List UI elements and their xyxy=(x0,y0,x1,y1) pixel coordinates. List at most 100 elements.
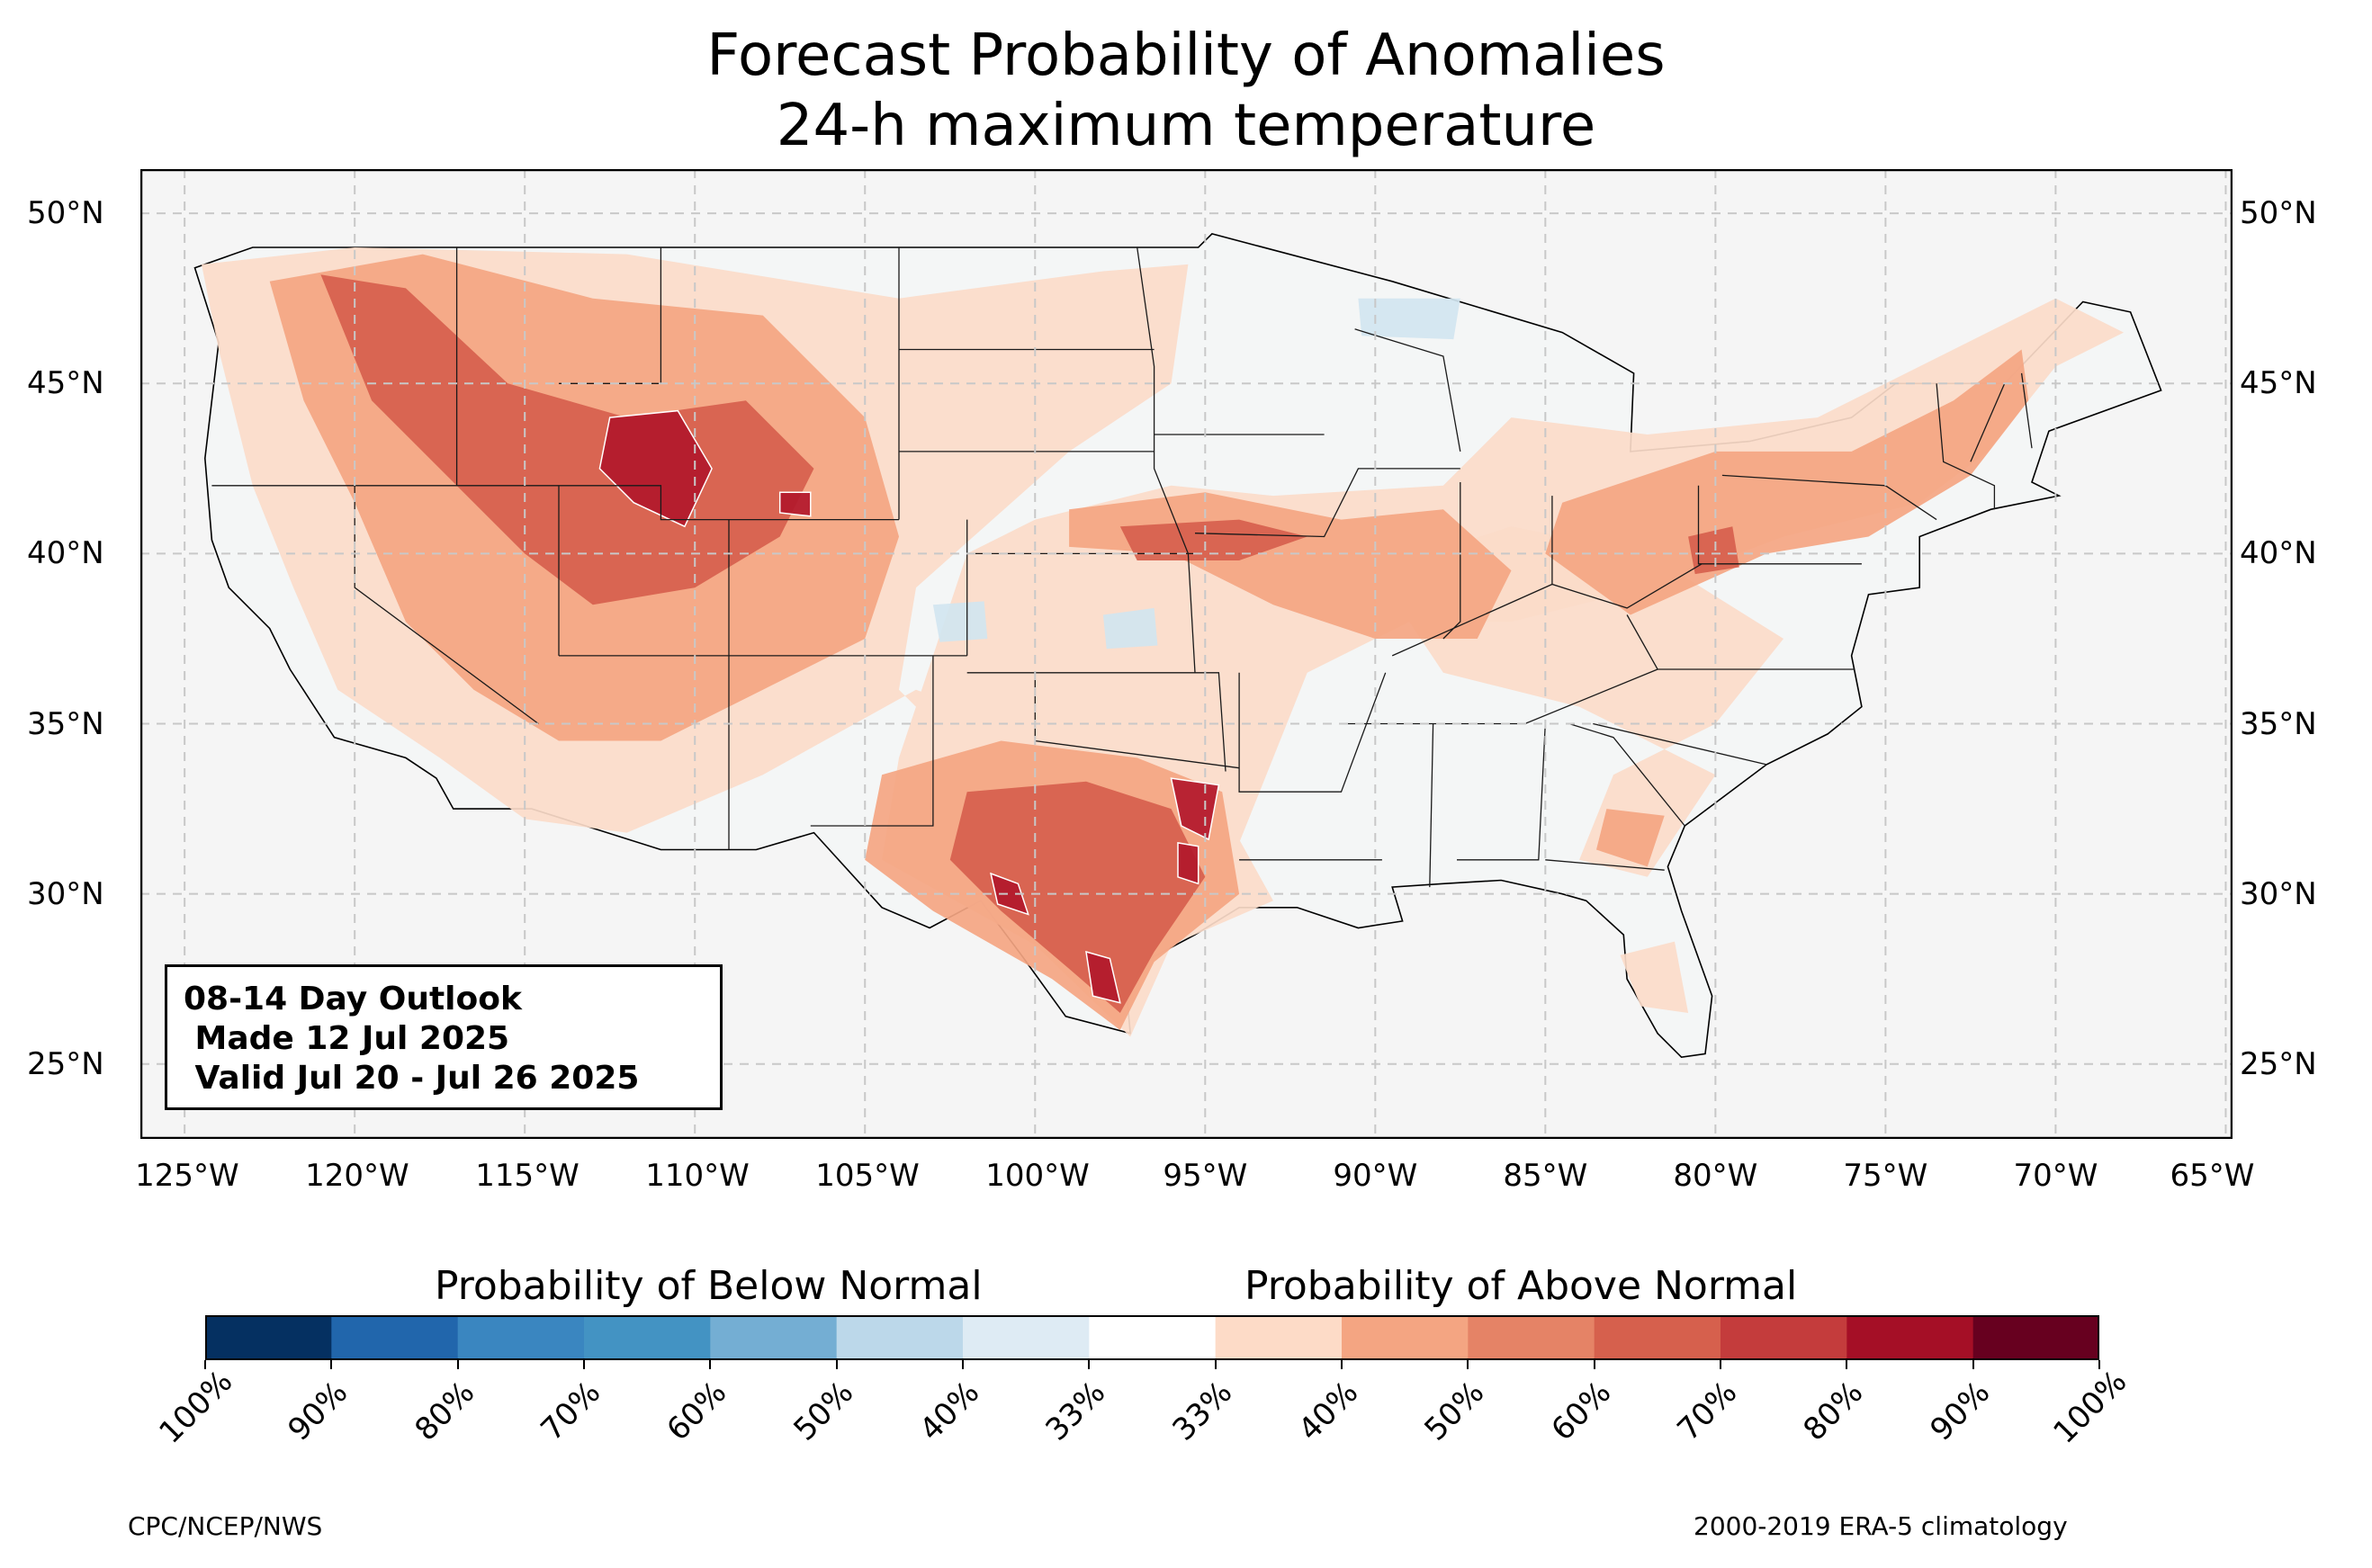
colorbar-segment xyxy=(584,1315,711,1360)
state-border-29 xyxy=(1697,485,1862,565)
colorbar-segment xyxy=(963,1315,1090,1360)
colorbar-tick xyxy=(1593,1360,1595,1369)
colorbar-segment xyxy=(1468,1315,1595,1360)
outlook-info-box: 08-14 Day Outlook Made 12 Jul 2025 Valid… xyxy=(165,964,723,1110)
anomaly-above-40pct xyxy=(1620,941,1689,1013)
colorbar-segment xyxy=(1721,1315,1847,1360)
lat-label-right: 40°N xyxy=(2240,535,2317,572)
state-border-34 xyxy=(2020,372,2033,449)
anomaly-above-70pct xyxy=(1177,842,1199,885)
colorbar xyxy=(205,1315,2099,1360)
colorbar-tick-label: 60% xyxy=(1544,1374,1618,1448)
colorbar-tick-label: 40% xyxy=(1291,1374,1366,1448)
anomaly-above-60pct xyxy=(320,274,814,605)
anomaly-above-50pct xyxy=(1596,809,1665,867)
anomaly-above-70pct xyxy=(1085,950,1121,1004)
lat-label-left: 25°N xyxy=(27,1045,104,1082)
colorbar-segment xyxy=(1594,1315,1721,1360)
colorbar-tick-label: 33% xyxy=(1165,1374,1239,1448)
anomaly-below-40pct xyxy=(932,601,988,642)
map-title-line1: Forecast Probability of Anomalies xyxy=(706,22,1666,89)
colorbar-frame xyxy=(205,1315,2099,1360)
colorbar-tick xyxy=(1720,1360,1721,1369)
colorbar-tick xyxy=(330,1360,333,1369)
colorbar-segment xyxy=(331,1315,459,1360)
state-border-27 xyxy=(1442,482,1461,640)
credit-left: CPC/NCEP/NWS xyxy=(128,1511,323,1541)
state-border-16 xyxy=(1238,672,1387,793)
colorbar-tick-label: 90% xyxy=(281,1374,355,1448)
lon-label: 105°W xyxy=(815,1158,920,1194)
state-border-18 xyxy=(1194,468,1460,538)
state-border-9 xyxy=(810,655,934,827)
colorbar-tick-label: 50% xyxy=(786,1374,860,1448)
colorbar-tick-label: 100% xyxy=(152,1363,240,1451)
anomaly-above-60pct xyxy=(1119,519,1307,560)
anomaly-layer xyxy=(202,247,2124,1037)
anomaly-below-40pct xyxy=(1358,298,1460,340)
lon-label: 115°W xyxy=(475,1158,580,1194)
map-border xyxy=(140,169,2233,1139)
colorbar-segment xyxy=(1846,1315,1974,1360)
colorbar-tick xyxy=(962,1360,964,1369)
lat-label-left: 50°N xyxy=(27,195,104,232)
colorbar-tick xyxy=(1846,1360,1848,1369)
state-border-33 xyxy=(1970,383,2006,462)
lat-label-right: 50°N xyxy=(2240,195,2317,232)
lon-label: 80°W xyxy=(1673,1158,1758,1194)
lon-label: 100°W xyxy=(985,1158,1090,1194)
colorbar-below-title: Probability of Below Normal xyxy=(435,1263,983,1309)
state-borders xyxy=(211,246,2033,888)
colorbar-segment xyxy=(710,1315,838,1360)
colorbar-tick-label: 50% xyxy=(1417,1374,1492,1448)
colorbar-tick xyxy=(709,1360,712,1369)
state-border-24 xyxy=(1568,722,1685,827)
lon-label: 90°W xyxy=(1333,1158,1418,1194)
colorbar-segment xyxy=(457,1315,585,1360)
colorbar-tick-label: 33% xyxy=(1038,1374,1113,1448)
colorbar-segment xyxy=(1972,1315,2099,1360)
colorbar-segment xyxy=(205,1315,332,1360)
outlook-valid-range: Valid Jul 20 - Jul 26 2025 xyxy=(184,1060,640,1097)
colorbar-tick-label: 80% xyxy=(1796,1374,1871,1448)
lat-label-left: 35°N xyxy=(27,705,104,742)
colorbar-tick xyxy=(835,1360,838,1369)
state-border-4 xyxy=(354,485,539,725)
anomaly-above-60pct xyxy=(949,781,1206,1013)
outlook-title: 08-14 Day Outlook xyxy=(184,981,522,1017)
colorbar-tick-label: 70% xyxy=(534,1374,608,1448)
colorbar-tick xyxy=(1467,1360,1469,1369)
state-border-14 xyxy=(966,672,1226,772)
colorbar-above-title: Probability of Above Normal xyxy=(1244,1263,1798,1309)
state-border-21 xyxy=(1429,723,1434,888)
colorbar-tick xyxy=(1341,1360,1343,1369)
lat-label-left: 30°N xyxy=(27,875,104,912)
colorbar-tick xyxy=(1214,1360,1217,1369)
lon-label: 95°W xyxy=(1163,1158,1248,1194)
anomaly-below-40pct xyxy=(1102,607,1158,650)
colorbar-segment xyxy=(1215,1315,1343,1360)
lon-label: 110°W xyxy=(645,1158,750,1194)
colorbar-segment xyxy=(1342,1315,1469,1360)
state-border-35 xyxy=(1354,328,1461,452)
colorbar-tick xyxy=(1972,1360,1974,1369)
anomaly-above-70pct xyxy=(990,872,1029,916)
lon-label: 120°W xyxy=(305,1158,409,1194)
credit-right: 2000-2019 ERA-5 climatology xyxy=(1694,1511,2068,1541)
anomaly-above-70pct xyxy=(1170,777,1220,841)
state-border-12 xyxy=(1137,246,1196,673)
colorbar-tick-label: 60% xyxy=(660,1374,734,1448)
lon-label: 85°W xyxy=(1503,1158,1588,1194)
colorbar-segment xyxy=(836,1315,964,1360)
state-border-3 xyxy=(211,485,899,521)
lon-label: 75°W xyxy=(1843,1158,1928,1194)
lon-label: 65°W xyxy=(2170,1158,2255,1194)
colorbar-tick xyxy=(583,1360,585,1369)
colorbar-tick-label: 100% xyxy=(2046,1363,2134,1451)
colorbar-tick-label: 70% xyxy=(1670,1374,1745,1448)
lat-label-right: 25°N xyxy=(2240,1045,2317,1082)
colorbar-tick-label: 80% xyxy=(408,1374,481,1448)
colorbar-tick-label: 40% xyxy=(912,1374,987,1448)
colorbar-tick xyxy=(2098,1360,2100,1369)
outlook-made-date: Made 12 Jul 2025 xyxy=(184,1020,510,1057)
